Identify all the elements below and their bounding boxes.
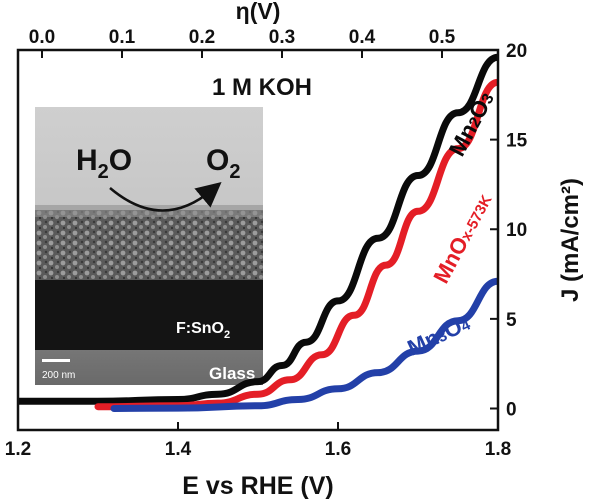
series-line-2: [110, 277, 498, 412]
x2-tick-label: 0.0: [29, 27, 55, 48]
x2-tick-label: 0.5: [429, 27, 456, 48]
scale-bar-label: 200 nm: [42, 370, 75, 381]
oxide-film-layer: [35, 210, 263, 280]
plot-frame: [16, 48, 500, 432]
inset-label-oxygen: O2: [206, 144, 240, 183]
tem-inset: H2O O2 F:SnO2 Glass 200 nm: [35, 107, 263, 385]
inset-label-glass: Glass: [209, 364, 255, 383]
fto-layer: [35, 280, 263, 350]
y-tick-label: 5: [506, 310, 517, 331]
inset-label-substrate: F:SnO2: [176, 320, 230, 341]
y-tick-label: 0: [506, 399, 517, 420]
series-label-mn3o4: Mn3O4: [404, 310, 475, 361]
y-tick-label: 15: [506, 131, 528, 152]
x2-tick-label: 0.3: [269, 27, 295, 48]
series-label-mnox: MnOx-573K: [428, 189, 496, 287]
reaction-arrow: [109, 181, 222, 212]
x2-axis-title: η(V): [236, 0, 281, 24]
x-tick-label: 1.6: [325, 439, 351, 460]
x2-tick-label: 0.2: [189, 27, 215, 48]
y-tick-label: 20: [506, 41, 527, 62]
series-layer: [18, 53, 498, 412]
x-tick-label: 1.2: [5, 439, 31, 460]
y-axis-title: J (mA/cm²): [557, 178, 584, 302]
glass-layer: [35, 350, 263, 385]
inset-label-water: H2O: [76, 144, 132, 183]
x2-tick-label: 0.4: [349, 27, 376, 48]
x-tick-label: 1.8: [485, 439, 511, 460]
scale-bar: [42, 359, 70, 362]
x-tick-label: 1.4: [165, 439, 192, 460]
axis-layer: 1.2 1.4 1.6 1.8 0.0 0.1 0.2 0.3 0.4 0.5 0 5 10 15 20: [5, 27, 528, 460]
series-line-0: [18, 53, 498, 405]
y-tick-label: 10: [506, 220, 527, 241]
series-line-1: [94, 78, 498, 411]
x-axis-title: E vs RHE (V): [182, 472, 333, 500]
x2-tick-label: 0.1: [109, 27, 136, 48]
series-label-mn2o3: Mn2O3: [443, 87, 498, 160]
electrolyte-annotation: 1 M KOH: [212, 74, 312, 101]
